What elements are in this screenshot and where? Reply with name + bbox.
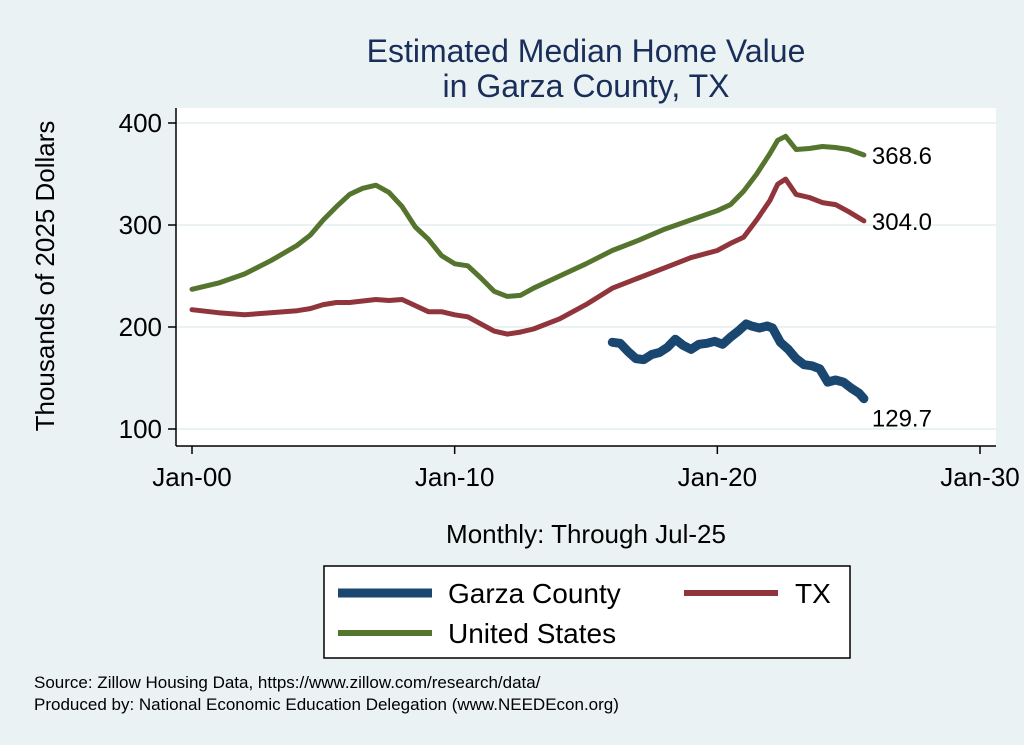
chart-title-line-2: in Garza County, TX (443, 68, 730, 104)
end-label-garza-county: 129.7 (872, 406, 932, 433)
y-tick-label: 300 (119, 210, 162, 240)
x-tick-label: Jan-10 (415, 462, 495, 492)
producer-note: Produced by: National Economic Education… (34, 695, 619, 714)
legend-label-garza: Garza County (448, 578, 621, 609)
series-line-united-states (189, 133, 867, 299)
grid-lines (176, 122, 996, 430)
end-label-united-states: 368.6 (872, 143, 932, 170)
y-tick-label: 100 (119, 414, 162, 444)
legend-label-tx: TX (795, 578, 831, 609)
series-lines (189, 133, 869, 404)
y-tick-label: 400 (119, 108, 162, 138)
x-tick-label: Jan-00 (152, 462, 232, 492)
x-axis-label: Monthly: Through Jul-25 (446, 519, 726, 549)
y-tick-label: 200 (119, 312, 162, 342)
x-tick-label: Jan-30 (940, 462, 1020, 492)
legend-box (323, 565, 851, 659)
legend-label-us: United States (448, 618, 616, 649)
series-line-garza-county (607, 319, 869, 404)
x-tick-label: Jan-20 (678, 462, 758, 492)
end-label-tx: 304.0 (872, 209, 932, 236)
y-axis-label: Thousands of 2025 Dollars (30, 121, 60, 432)
source-note: Source: Zillow Housing Data, https://www… (34, 673, 541, 692)
axes: 100 200 300 400 Jan-00 Jan-10 Jan-20 Jan-30 (119, 108, 1020, 492)
series-line-tx (189, 176, 867, 337)
chart-title-line-1: Estimated Median Home Value (367, 33, 806, 69)
end-labels: 129.7 304.0 368.6 (872, 143, 932, 433)
